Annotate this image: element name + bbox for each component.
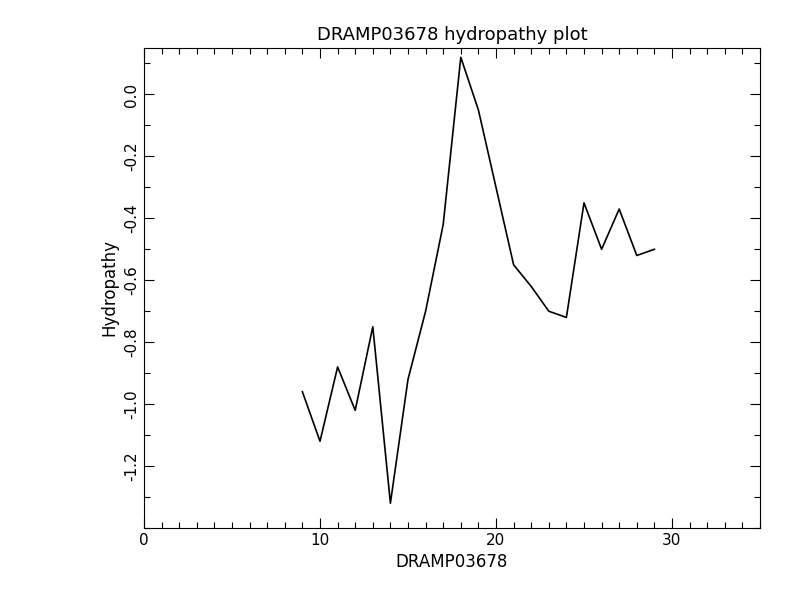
X-axis label: DRAMP03678: DRAMP03678 [396,553,508,571]
Title: DRAMP03678 hydropathy plot: DRAMP03678 hydropathy plot [317,26,587,44]
Y-axis label: Hydropathy: Hydropathy [101,239,118,337]
